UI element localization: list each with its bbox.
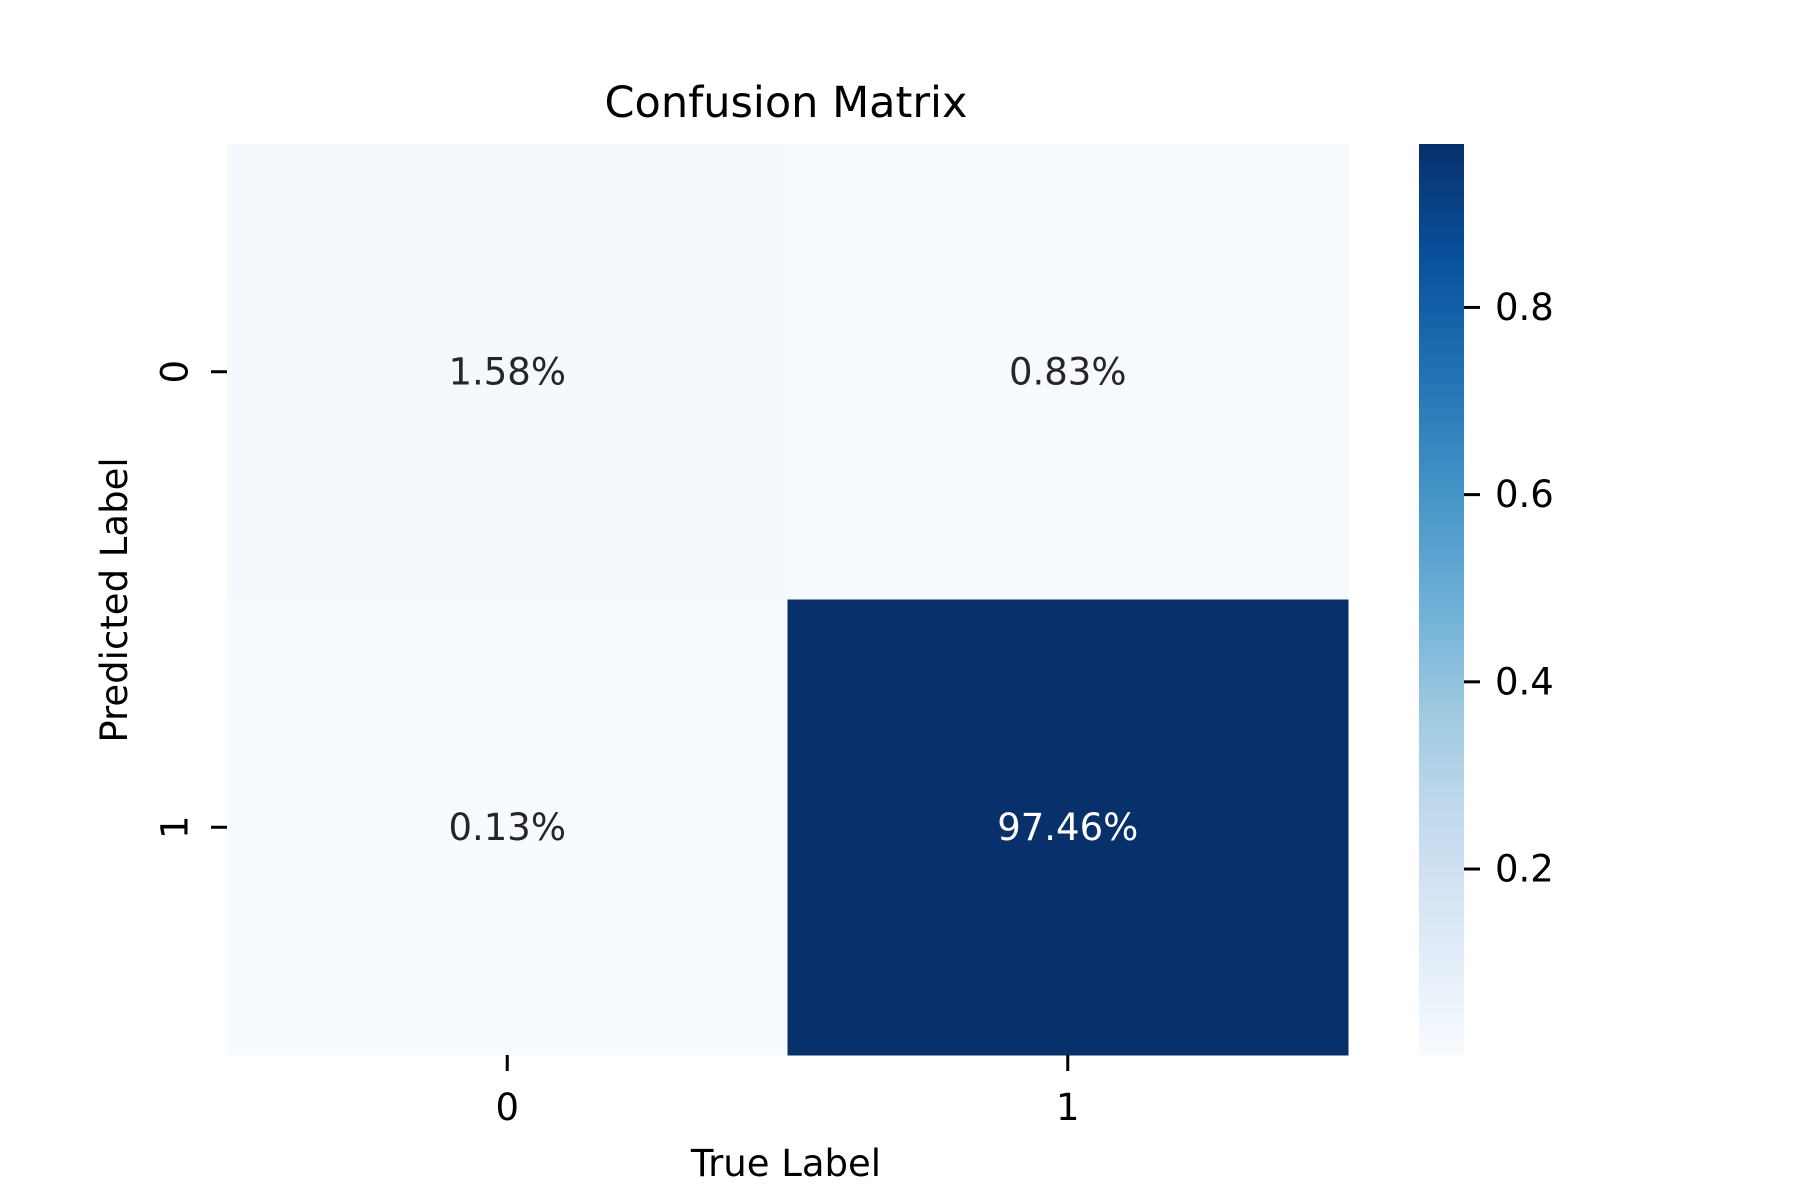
heatmap-cell-r1-c0 — [227, 599, 788, 1056]
heatmap-cell-r0-c0 — [227, 144, 788, 600]
y-tick-label-0: 0 — [154, 360, 197, 384]
heatmap-grid — [227, 144, 1349, 1056]
chart-title: Confusion Matrix — [605, 78, 968, 128]
colorbar-tick-label-0.8: 0.8 — [1495, 286, 1554, 329]
colorbar-tick-label-0.2: 0.2 — [1495, 848, 1554, 891]
heatmap-cell-r1-c1 — [787, 599, 1349, 1056]
colorbar-ticks: 0.2 0.4 0.6 0.8 — [1464, 286, 1554, 891]
x-axis-label: True Label — [690, 1142, 881, 1185]
cell-annotation-r0-c1: 0.83% — [1009, 350, 1127, 393]
colorbar-tick-label-0.4: 0.4 — [1495, 660, 1554, 703]
cell-annotations: 1.58% 0.83% 0.13% 97.46% — [448, 350, 1138, 849]
x-tick-label-0: 0 — [495, 1086, 519, 1129]
y-axis-label: Predicted Label — [93, 457, 136, 742]
cell-annotation-r1-c0: 0.13% — [448, 806, 566, 849]
x-tick-label-1: 1 — [1056, 1086, 1080, 1129]
colorbar: 0.2 0.4 0.6 0.8 — [1419, 144, 1554, 1055]
colorbar-tick-label-0.6: 0.6 — [1495, 473, 1554, 516]
y-axis: 01 — [154, 360, 227, 839]
y-tick-label-1: 1 — [154, 815, 197, 839]
cell-annotation-r0-c0: 1.58% — [448, 350, 566, 393]
colorbar-gradient — [1419, 144, 1464, 1055]
cell-annotation-r1-c1: 97.46% — [997, 806, 1138, 849]
heatmap-cell-r0-c1 — [787, 144, 1349, 600]
